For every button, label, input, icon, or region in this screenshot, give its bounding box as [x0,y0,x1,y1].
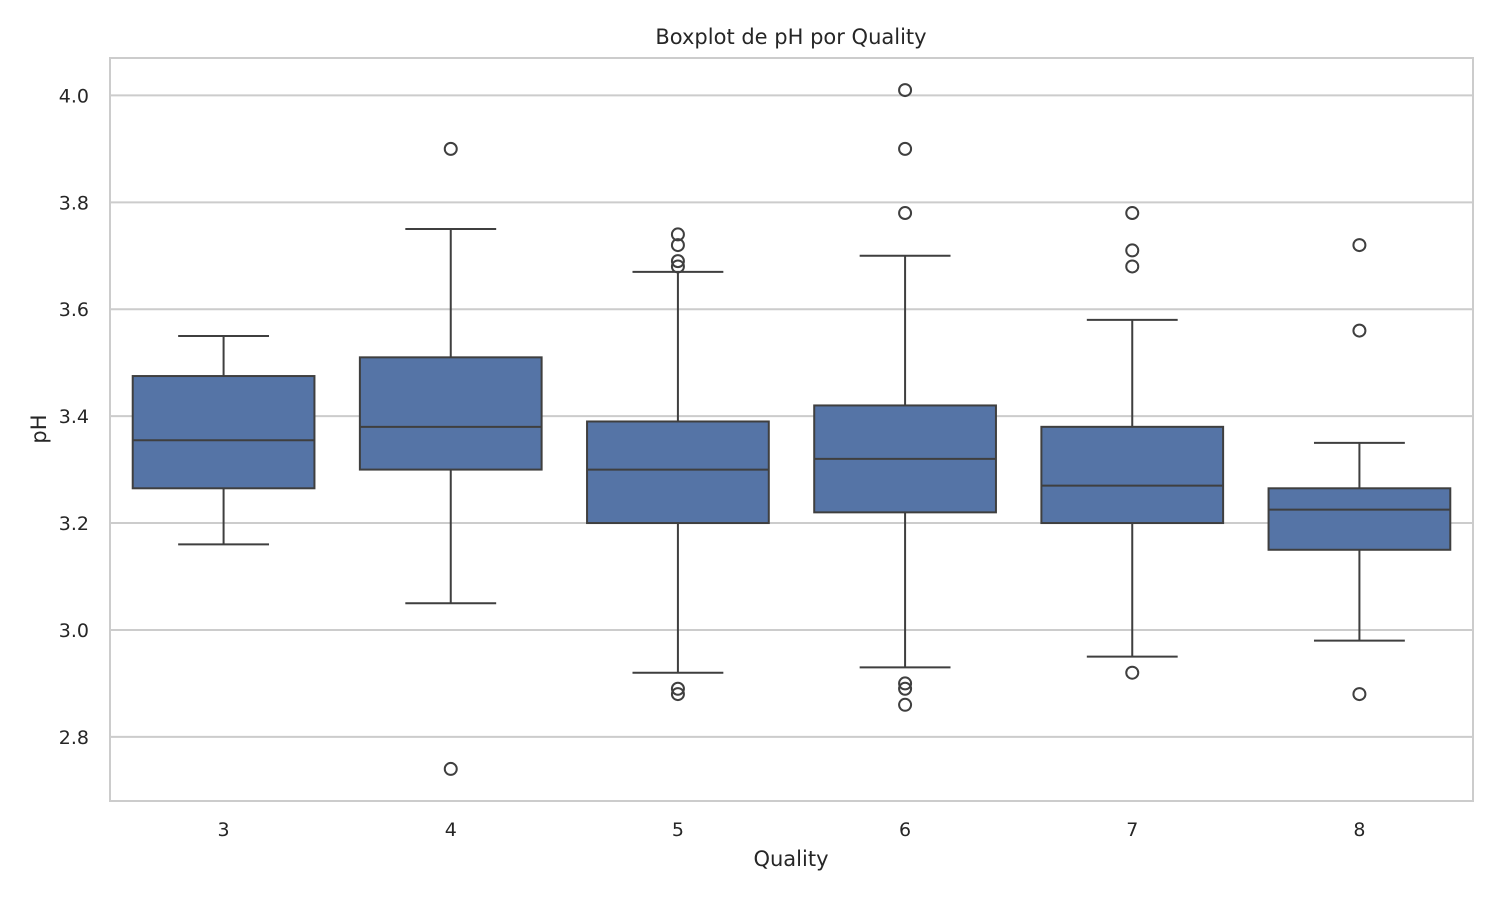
box-iqr [586,420,770,525]
outlier-point [670,238,685,253]
x-tick-label: 3 [218,819,230,841]
box-iqr [358,356,543,471]
boxes [131,83,1452,776]
y-tick-label: 2.8 [59,727,89,749]
outlier-point [443,141,458,156]
outlier-point [898,681,913,696]
box-iqr [1267,487,1452,551]
x-tick-label: 7 [1126,819,1138,841]
x-tick-label: 8 [1353,819,1365,841]
outlier-point [1125,206,1140,221]
x-tick-label: 4 [445,819,457,841]
box-group [131,334,316,546]
box-group [586,227,770,702]
outlier-point [898,141,913,156]
box-iqr [131,375,316,490]
outlier-point [670,254,685,269]
y-tick-label: 4.0 [59,85,89,107]
outlier-point [1352,323,1367,338]
y-tick-label: 3.8 [59,192,89,214]
y-tick-label: 3.6 [59,299,89,321]
x-axis-label: Quality [753,847,828,871]
x-tick-labels: 3 4 5 6 7 8 [218,819,1366,841]
box-group [1267,238,1452,702]
outlier-point [1125,259,1140,274]
outlier-point [1352,687,1367,702]
box-group [358,141,543,776]
x-tick-label: 6 [899,819,911,841]
box-iqr [1040,425,1225,525]
y-tick-label: 3.0 [59,620,89,642]
x-tick-label: 5 [672,819,684,841]
outlier-point [443,761,458,776]
outlier-point [898,697,913,712]
box-group [813,83,997,712]
outlier-point [898,83,913,98]
outlier-point [1125,243,1140,258]
y-tick-labels: 2.8 3.0 3.2 3.4 3.6 3.8 4.0 [59,85,89,748]
y-axis-label: pH [27,414,51,443]
box-group [1040,206,1225,680]
outlier-point [670,687,685,702]
outlier-point [670,259,685,274]
y-tick-label: 3.4 [59,406,89,428]
y-tick-label: 3.2 [59,513,89,535]
plot-frame [109,57,1474,802]
outlier-point [670,227,685,242]
outlier-point [898,206,913,221]
outlier-point [898,676,913,691]
outlier-point [1125,665,1140,680]
outlier-point [1352,238,1367,253]
chart-title: Boxplot de pH por Quality [655,25,926,49]
gridlines [110,94,1473,738]
outlier-point [670,681,685,696]
